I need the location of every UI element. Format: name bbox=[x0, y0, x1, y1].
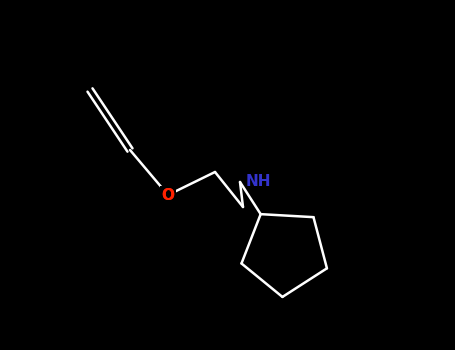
Text: O: O bbox=[162, 188, 175, 203]
Text: NH: NH bbox=[246, 175, 272, 189]
Text: O: O bbox=[162, 188, 175, 203]
